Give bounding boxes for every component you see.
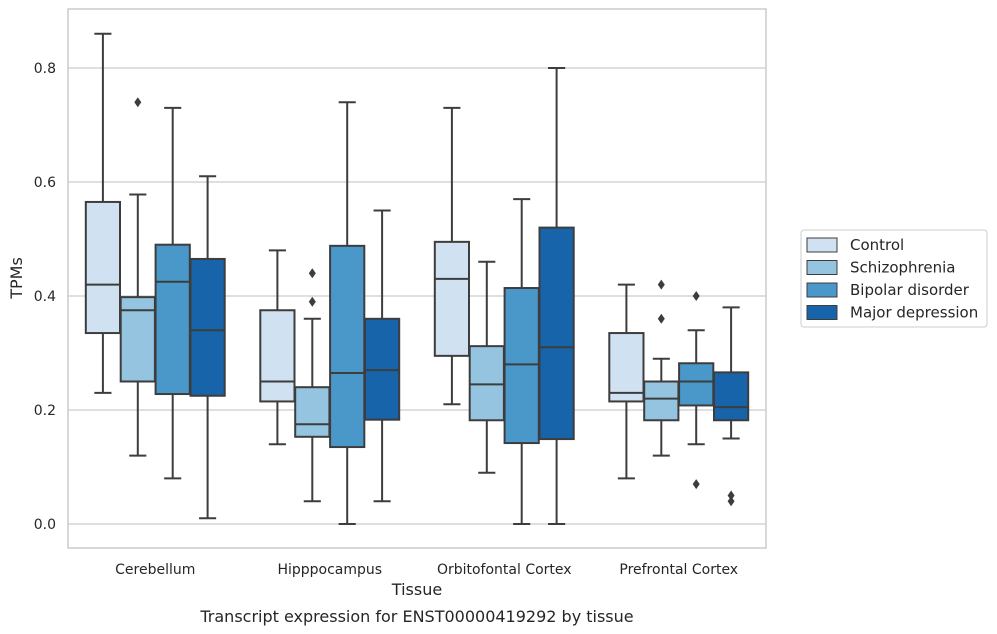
legend-swatch <box>806 305 838 320</box>
iqr-box <box>154 243 191 396</box>
box-control <box>84 32 122 394</box>
iqr-box <box>678 362 715 407</box>
iqr-box <box>189 257 226 397</box>
box-control <box>259 249 296 446</box>
box-schizophrenia <box>643 279 680 457</box>
box-major-depression <box>189 175 226 520</box>
legend-entry: Bipolar disorder <box>850 281 970 299</box>
box-major-depression <box>363 209 401 503</box>
iqr-box <box>538 226 575 441</box>
legend-entry: Schizophrenia <box>850 259 955 277</box>
boxes <box>84 32 750 525</box>
iqr-box <box>503 287 540 445</box>
box-schizophrenia <box>468 260 505 474</box>
x-axis-label: Tissue <box>391 580 442 599</box>
x-tick-label: Cerebellum <box>115 562 195 578</box>
iqr-box <box>712 371 750 422</box>
box-schizophrenia <box>294 268 331 503</box>
x-tick-label: Prefrontal Cortex <box>619 562 738 578</box>
box-control <box>433 106 471 406</box>
x-axis-ticks: Cerebellum Hipppocampus Orbitofontal Corte… <box>115 562 738 578</box>
y-tick-label: 0.6 <box>34 175 56 191</box>
outlier-point <box>134 97 142 108</box>
iqr-box <box>433 240 471 357</box>
iqr-box <box>84 200 122 335</box>
y-tick-label: 0.2 <box>34 403 56 419</box>
legend-swatch <box>806 237 838 253</box>
y-axis-ticks: 0.0 0.2 0.4 0.6 0.8 <box>34 61 56 533</box>
outlier-point <box>727 496 735 507</box>
legend-swatch <box>806 282 838 298</box>
iqr-box <box>259 309 296 403</box>
iqr-box <box>294 386 331 438</box>
legend-swatch <box>806 260 838 275</box>
box-bipolar-disorder <box>329 101 366 525</box>
legend: Control Schizophrenia Bipolar disorder Majo… <box>800 229 988 328</box>
iqr-box <box>468 345 505 422</box>
box-major-depression <box>712 306 750 507</box>
box-major-depression <box>538 67 575 525</box>
outlier-point <box>727 490 735 501</box>
outlier-point <box>692 291 700 301</box>
box-schizophrenia <box>119 97 156 457</box>
y-tick-label: 0.8 <box>34 61 56 77</box>
iqr-box <box>329 244 366 449</box>
outlier-point <box>692 479 700 490</box>
plot-area-border <box>67 8 767 549</box>
x-tick-label: Hipppocampus <box>277 562 382 578</box>
legend-frame <box>800 229 988 328</box>
y-tick-label: 0.4 <box>34 289 56 305</box>
y-tick-label: 0.0 <box>34 517 56 533</box>
chart-caption: Transcript expression for ENST0000041929… <box>199 607 633 626</box>
outlier-point <box>657 313 665 324</box>
y-axis-label: TPMs <box>7 257 26 300</box>
iqr-box <box>608 332 645 403</box>
box-bipolar-disorder <box>154 106 191 480</box>
box-bipolar-disorder <box>503 198 540 525</box>
outlier-point <box>657 279 665 290</box>
outlier-point <box>308 296 316 307</box>
box-control <box>608 283 645 480</box>
outlier-point <box>308 268 316 279</box>
iqr-box <box>643 380 680 422</box>
box-bipolar-disorder <box>678 291 715 490</box>
legend-entry: Major depression <box>850 304 978 322</box>
x-tick-label: Orbitofontal Cortex <box>437 562 572 578</box>
legend-entry: Control <box>850 236 904 254</box>
